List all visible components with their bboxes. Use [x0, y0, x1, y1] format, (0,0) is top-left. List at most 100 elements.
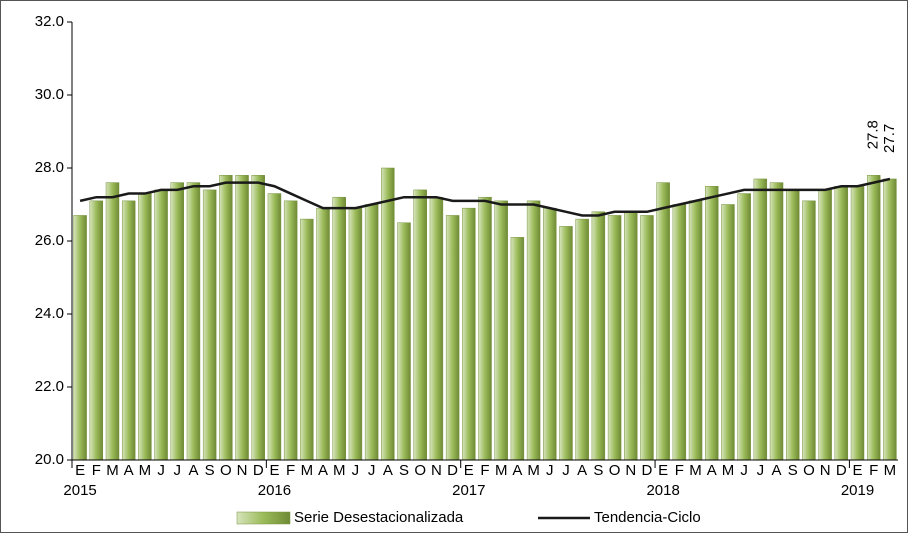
trend-line [79, 177, 891, 217]
bar [688, 200, 703, 461]
bar [186, 182, 201, 461]
x-tick-label: O [803, 462, 815, 479]
x-tick-label: M [106, 462, 119, 479]
bar [267, 193, 282, 461]
x-tick-label: A [707, 462, 717, 479]
x-tick-label: M [527, 462, 540, 479]
x-tick-label: A [383, 462, 393, 479]
x-tick-label: J [740, 462, 748, 479]
x-tick-label: M [884, 462, 897, 479]
x-tick-label: M [333, 462, 346, 479]
x-tick-label: F [286, 462, 295, 479]
year-label: 2017 [452, 482, 485, 499]
bar [121, 200, 136, 461]
y-tick-label: 24.0 [35, 305, 64, 322]
year-label: 2018 [646, 482, 679, 499]
bar [105, 182, 120, 461]
bar [866, 175, 881, 461]
x-tick-label: E [75, 462, 85, 479]
x-tick-label: M [722, 462, 735, 479]
bar [300, 218, 314, 461]
x-tick-label: A [577, 462, 587, 479]
x-tick-label: A [512, 462, 522, 479]
x-tick-label: N [820, 462, 831, 479]
bar [202, 189, 217, 461]
x-tick-label: N [625, 462, 636, 479]
x-tick-label: M [689, 462, 702, 479]
x-tick-label: A [188, 462, 198, 479]
y-tick-label: 32.0 [35, 13, 64, 30]
x-tick-label: F [92, 462, 101, 479]
bar [559, 226, 573, 461]
y-tick-label: 26.0 [35, 232, 64, 249]
x-tick-label: J [352, 462, 360, 479]
x-tick-label: E [269, 462, 279, 479]
bar [737, 193, 751, 461]
bar [235, 175, 249, 461]
bar [316, 207, 330, 461]
bar [381, 167, 395, 461]
legend-label: Tendencia-Ciclo [594, 509, 701, 526]
x-tick-label: S [205, 462, 215, 479]
bar [445, 215, 460, 461]
x-tick-label: D [447, 462, 458, 479]
y-tick-label: 22.0 [35, 378, 64, 395]
y-tick-label: 30.0 [35, 86, 64, 103]
year-label: 2019 [841, 482, 874, 499]
bar [624, 211, 638, 461]
bar [89, 200, 104, 461]
year-label: 2015 [63, 482, 96, 499]
x-tick-label: D [836, 462, 847, 479]
x-tick-label: D [642, 462, 653, 479]
x-tick-label: S [399, 462, 409, 479]
x-tick-label: D [253, 462, 264, 479]
bar [154, 189, 168, 461]
x-tick-label: F [480, 462, 489, 479]
x-tick-label: S [788, 462, 798, 479]
x-tick-label: F [869, 462, 878, 479]
x-tick-label: N [237, 462, 248, 479]
x-tick-label: E [464, 462, 474, 479]
bar [834, 186, 849, 461]
x-tick-label: A [318, 462, 328, 479]
x-tick-label: F [675, 462, 684, 479]
x-tick-label: O [414, 462, 426, 479]
x-tick-label: O [220, 462, 232, 479]
bar [364, 204, 379, 461]
bar [251, 175, 265, 461]
bar [575, 218, 589, 461]
bar [640, 215, 654, 461]
bar [170, 182, 185, 461]
bar [850, 186, 865, 461]
bar [543, 207, 557, 461]
data-label: 27.7 [881, 124, 898, 153]
x-tick-label: O [609, 462, 621, 479]
x-tick-label: A [124, 462, 134, 479]
bar [705, 186, 719, 461]
x-tick-label: E [658, 462, 668, 479]
x-tick-label: J [174, 462, 182, 479]
y-tick-label: 28.0 [35, 159, 64, 176]
bar [283, 200, 298, 461]
x-tick-label: A [772, 462, 782, 479]
bar [219, 175, 233, 461]
bar [721, 204, 735, 461]
x-tick-label: J [157, 462, 165, 479]
bar [672, 204, 687, 461]
bar [656, 182, 670, 461]
year-label: 2016 [258, 482, 291, 499]
bar [73, 215, 87, 461]
x-tick-label: J [757, 462, 765, 479]
x-tick-label: E [853, 462, 863, 479]
data-label: 27.8 [865, 120, 882, 149]
bar [348, 207, 363, 461]
bar [607, 215, 622, 461]
legend-swatch [236, 511, 291, 525]
bar [429, 196, 444, 461]
bar [769, 182, 784, 461]
x-tick-label: J [546, 462, 554, 479]
x-tick-label: N [431, 462, 442, 479]
bar [397, 222, 411, 461]
bar [818, 189, 832, 461]
x-tick-label: J [368, 462, 376, 479]
